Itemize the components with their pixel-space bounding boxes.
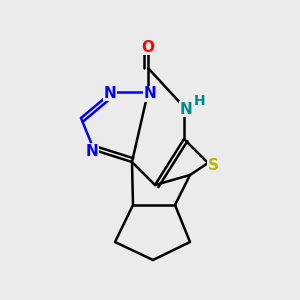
Text: N: N: [180, 101, 192, 116]
Text: N: N: [103, 85, 116, 100]
Text: S: S: [208, 158, 218, 172]
Text: N: N: [85, 143, 98, 158]
Text: O: O: [142, 40, 154, 55]
Text: H: H: [194, 94, 206, 108]
Text: N: N: [144, 86, 156, 101]
